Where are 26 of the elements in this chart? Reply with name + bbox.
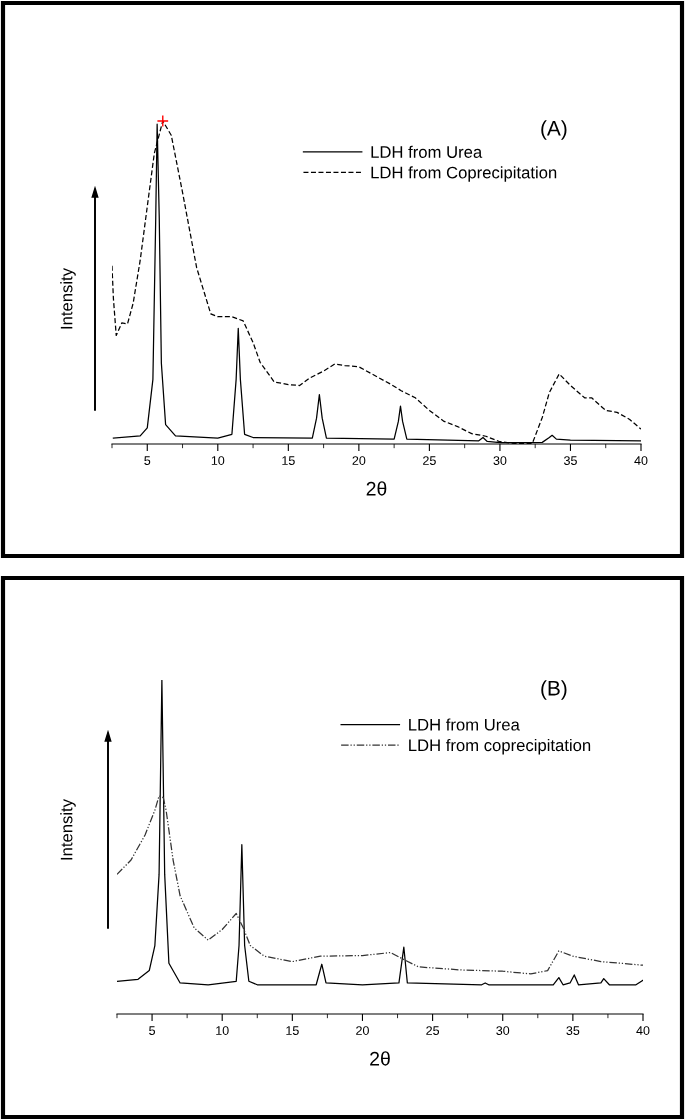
legend-label: LDH from Urea [409, 718, 520, 731]
x-axis-title: 2θ [366, 481, 387, 496]
x-tick-label: 40 [634, 456, 648, 465]
x-tick-label: 15 [282, 456, 295, 465]
legend-label: LDH from Urea [371, 145, 483, 158]
y-axis-title: Intensity [60, 799, 76, 860]
x-tick-label: 15 [286, 1026, 299, 1035]
x-tick-label: 5 [149, 1026, 156, 1035]
x-tick-label: 35 [563, 456, 577, 465]
annotation: (B) [541, 680, 567, 700]
x-tick-label: 30 [496, 1026, 510, 1035]
legend-label: LDH from Coprecipitation [371, 166, 557, 182]
x-tick-label: 30 [493, 456, 507, 465]
x-tick-label: 10 [216, 1026, 229, 1035]
y-axis-title: Intensity [60, 268, 76, 329]
annotation: (A) [541, 120, 567, 140]
x-tick-label: 25 [423, 456, 436, 465]
legend-label: LDH from coprecipitation [409, 738, 591, 755]
x-tick-label: 10 [211, 456, 225, 465]
x-tick-label: 35 [566, 1026, 580, 1035]
x-tick-label: 25 [426, 1026, 440, 1035]
x-tick-label: 20 [356, 1026, 369, 1035]
x-axis-title: 2θ [370, 1051, 390, 1066]
x-tick-label: 40 [636, 1026, 650, 1035]
x-tick-label: 20 [352, 456, 366, 465]
x-tick-label: 5 [144, 456, 151, 465]
